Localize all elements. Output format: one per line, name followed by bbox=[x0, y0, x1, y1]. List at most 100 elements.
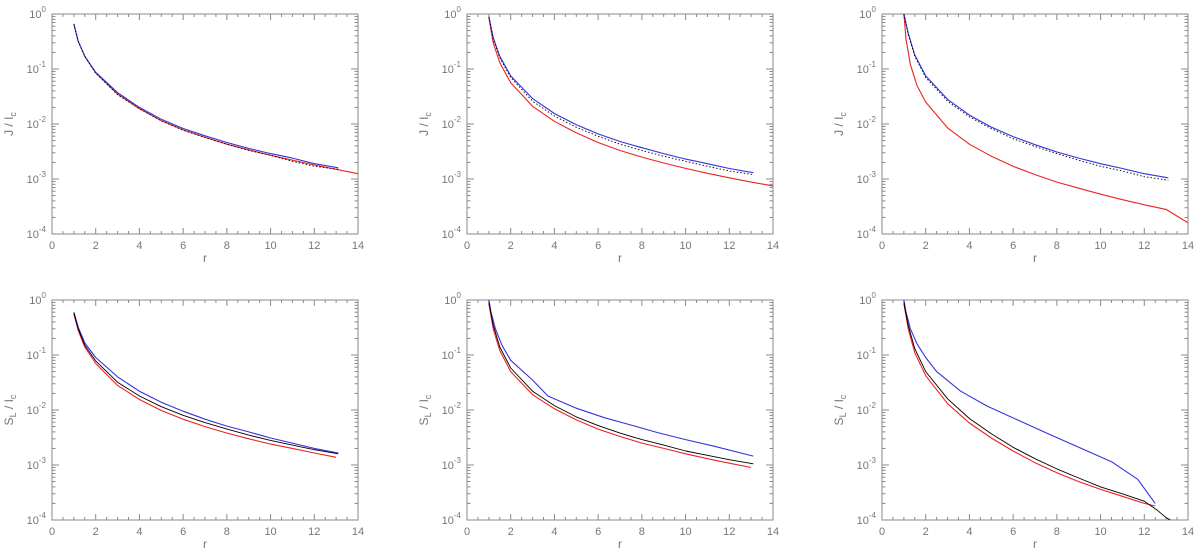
y-tick-exponent: -1 bbox=[454, 60, 462, 69]
x-tick-label: 6 bbox=[180, 526, 186, 538]
series-line-blue bbox=[73, 312, 339, 454]
x-tick-label: 2 bbox=[508, 240, 514, 252]
y-tick-exponent: -2 bbox=[39, 401, 47, 410]
y-axis-title-subscript: L bbox=[423, 412, 433, 417]
x-axis-title: r bbox=[618, 537, 622, 551]
x-tick-label: 0 bbox=[879, 240, 885, 252]
y-tick-exponent: -4 bbox=[39, 511, 47, 520]
y-tick-exponent: -1 bbox=[869, 346, 877, 355]
y-tick-base: 10 bbox=[857, 460, 869, 472]
y-tick-label: 10-4 bbox=[442, 225, 462, 241]
y-tick-label: 10-4 bbox=[27, 225, 47, 241]
x-tick-label: 8 bbox=[639, 240, 645, 252]
y-tick-base: 10 bbox=[859, 9, 871, 21]
y-tick-label: 100 bbox=[29, 291, 46, 307]
y-tick-exponent: -3 bbox=[454, 170, 462, 179]
y-tick-base: 10 bbox=[442, 119, 454, 131]
y-tick-exponent: -3 bbox=[454, 456, 462, 465]
x-tick-label: 4 bbox=[136, 240, 142, 252]
y-tick-exponent: -1 bbox=[869, 60, 877, 69]
x-tick-label: 8 bbox=[1054, 526, 1060, 538]
y-tick-base: 10 bbox=[857, 405, 869, 417]
y-tick-label: 10-1 bbox=[442, 60, 462, 76]
x-tick-label: 4 bbox=[136, 526, 142, 538]
y-tick-label: 10-1 bbox=[27, 346, 47, 362]
series-line-red bbox=[73, 314, 337, 458]
x-tick-label: 12 bbox=[308, 240, 320, 252]
y-tick-label: 100 bbox=[444, 291, 461, 307]
series-line-red bbox=[73, 24, 358, 175]
series-line-blue bbox=[488, 300, 754, 457]
x-tick-label: 10 bbox=[679, 240, 691, 252]
y-tick-base: 10 bbox=[27, 174, 39, 186]
series-line-black bbox=[488, 302, 754, 465]
x-tick-label: 6 bbox=[595, 240, 601, 252]
y-tick-base: 10 bbox=[27, 350, 39, 362]
x-tick-label: 12 bbox=[1138, 526, 1150, 538]
x-tick-label: 6 bbox=[595, 526, 601, 538]
y-tick-base: 10 bbox=[442, 460, 454, 472]
x-tick-label: 14 bbox=[1182, 240, 1194, 252]
series-group bbox=[488, 300, 754, 469]
y-tick-exponent: -3 bbox=[39, 456, 47, 465]
x-axis-title: r bbox=[1033, 251, 1037, 265]
y-tick-base: 10 bbox=[859, 295, 871, 307]
y-tick-label: 10-1 bbox=[857, 60, 877, 76]
y-axis-title: J / Ic bbox=[832, 112, 848, 136]
y-tick-label: 10-2 bbox=[857, 115, 877, 131]
y-axis-title-subscript: c bbox=[423, 112, 433, 117]
x-tick-label: 8 bbox=[639, 526, 645, 538]
series-line-red bbox=[488, 303, 752, 469]
y-axis-title-subscript: L bbox=[8, 412, 18, 417]
y-tick-base: 10 bbox=[29, 295, 41, 307]
series-line-blue bbox=[903, 14, 1169, 179]
plot-frame bbox=[466, 299, 774, 521]
y-tick-label: 100 bbox=[859, 5, 876, 21]
series-line-black bbox=[903, 302, 1171, 520]
x-tick-label: 14 bbox=[352, 526, 364, 538]
y-tick-base: 10 bbox=[442, 174, 454, 186]
y-tick-label: 10-1 bbox=[442, 346, 462, 362]
series-group bbox=[73, 23, 358, 175]
y-tick-exponent: 0 bbox=[872, 5, 877, 14]
y-tick-exponent: 0 bbox=[457, 5, 462, 14]
y-axis-title: J / Ic bbox=[2, 112, 18, 136]
x-tick-label: 0 bbox=[464, 240, 470, 252]
y-tick-exponent: -3 bbox=[869, 456, 877, 465]
x-tick-label: 10 bbox=[264, 240, 276, 252]
y-tick-base: 10 bbox=[442, 64, 454, 76]
y-tick-exponent: -4 bbox=[39, 225, 47, 234]
y-tick-exponent: 0 bbox=[42, 5, 47, 14]
y-tick-exponent: -2 bbox=[869, 115, 877, 124]
x-tick-label: 0 bbox=[49, 240, 55, 252]
y-tick-base: 10 bbox=[857, 350, 869, 362]
y-tick-label: 10-4 bbox=[857, 225, 877, 241]
y-tick-exponent: -2 bbox=[454, 115, 462, 124]
plot-frame bbox=[881, 299, 1189, 521]
y-tick-base: 10 bbox=[27, 515, 39, 527]
x-tick-label: 4 bbox=[966, 240, 972, 252]
series-line-black bbox=[488, 17, 754, 176]
y-tick-exponent: -1 bbox=[39, 60, 47, 69]
y-tick-label: 10-1 bbox=[857, 346, 877, 362]
x-tick-label: 12 bbox=[308, 526, 320, 538]
x-tick-label: 0 bbox=[464, 526, 470, 538]
y-tick-base: 10 bbox=[857, 515, 869, 527]
y-tick-base: 10 bbox=[27, 64, 39, 76]
y-axis-title: SL / Ic bbox=[417, 394, 433, 425]
y-tick-base: 10 bbox=[857, 174, 869, 186]
x-tick-label: 12 bbox=[723, 526, 735, 538]
y-tick-label: 10-1 bbox=[27, 60, 47, 76]
y-tick-label: 10-3 bbox=[27, 456, 47, 472]
x-tick-label: 8 bbox=[224, 240, 230, 252]
y-tick-base: 10 bbox=[442, 515, 454, 527]
x-tick-label: 2 bbox=[923, 240, 929, 252]
y-tick-label: 10-3 bbox=[442, 456, 462, 472]
y-tick-label: 10-2 bbox=[442, 401, 462, 417]
y-tick-base: 10 bbox=[27, 119, 39, 131]
x-tick-label: 6 bbox=[1010, 526, 1016, 538]
